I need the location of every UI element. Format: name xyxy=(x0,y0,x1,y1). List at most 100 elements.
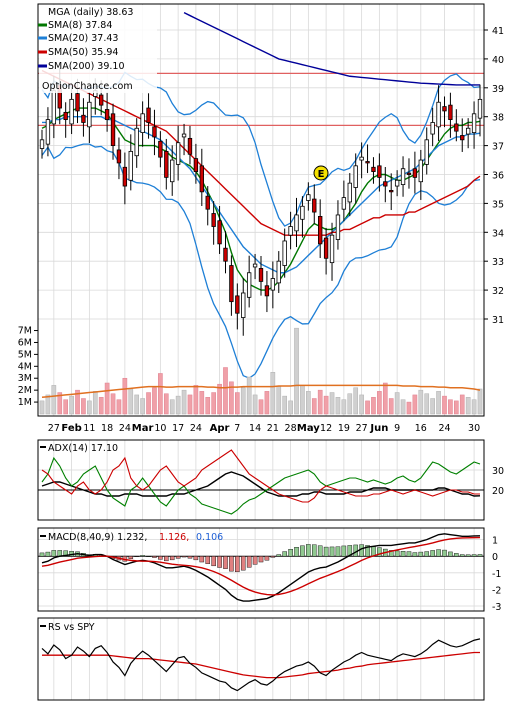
volume-bar xyxy=(87,400,92,415)
price-tick-label: 33 xyxy=(492,257,504,268)
volume-bar xyxy=(270,372,276,415)
candle-body xyxy=(394,179,400,187)
price-panel: 31 32 33 34 35 36 37 38 39 40 41 xyxy=(38,12,504,379)
candle-body xyxy=(264,285,270,297)
macd-histogram-bar xyxy=(158,556,163,560)
earnings-marker-label: E xyxy=(318,169,325,180)
macd-histogram-bar xyxy=(294,547,299,557)
macd-histogram-bar xyxy=(400,551,406,557)
macd-histogram-bar xyxy=(377,547,382,557)
volume-bar xyxy=(459,394,465,415)
macd-histogram-bar xyxy=(252,556,258,565)
x-tick-label: Feb xyxy=(61,423,81,434)
rs-label: RS vs SPY xyxy=(48,622,95,633)
macd-signal-value: 1.126, xyxy=(159,532,189,543)
volume-bar xyxy=(418,389,424,415)
volume-bar xyxy=(430,398,435,415)
macd-histogram-bar xyxy=(258,556,264,563)
macd-tick-label: 0 xyxy=(492,552,498,563)
macd-line xyxy=(41,533,481,602)
volume-bar xyxy=(424,393,430,415)
candle-body xyxy=(418,159,423,183)
macd-histogram-bar xyxy=(317,545,323,557)
candle-body xyxy=(252,263,258,268)
x-tick-label: 10 xyxy=(154,423,166,434)
price-legend: MGA (daily) 38.63 SMA(8) 37.84 SMA(20) 3… xyxy=(38,5,157,93)
plus-di-line xyxy=(41,456,481,515)
volume-bar xyxy=(235,392,240,415)
volume-bar xyxy=(140,398,145,415)
macd-histogram-bar xyxy=(211,556,216,567)
earnings-marker: E xyxy=(313,165,329,181)
volume-bar xyxy=(98,397,104,415)
volume-bar xyxy=(341,399,347,415)
macd-histogram-bar xyxy=(270,556,276,558)
volume-bar xyxy=(39,400,45,415)
macd-histogram-bar xyxy=(406,551,412,557)
candle-body xyxy=(412,168,418,178)
x-tick-label: 27 xyxy=(356,423,368,434)
macd-histogram-bar xyxy=(205,556,211,564)
volume-bar xyxy=(69,395,74,415)
volume-average-line xyxy=(41,384,481,399)
volume-bar xyxy=(122,377,128,415)
macd-histogram-bar xyxy=(45,551,51,557)
macd-histogram-bar xyxy=(146,556,151,557)
panel-frame-0 xyxy=(37,3,485,417)
volume-bar xyxy=(92,391,98,415)
macd-panel: -3 -2 -1 0 1 xyxy=(38,533,501,613)
macd-histogram-bar xyxy=(282,551,287,557)
candle-body xyxy=(477,98,483,119)
macd-histogram-bar xyxy=(39,552,45,557)
x-tick-label: 7 xyxy=(234,423,240,434)
legend-source: OptionChance.com xyxy=(42,81,133,92)
volume-bar xyxy=(465,397,471,415)
candle-body xyxy=(454,123,459,132)
bollinger-lower-line xyxy=(41,143,481,379)
volume-bar xyxy=(288,400,293,415)
volume-bar xyxy=(187,394,193,415)
price-tick-label: 31 xyxy=(492,315,504,326)
volume-bar xyxy=(45,394,51,415)
candle-body xyxy=(312,198,317,213)
macd-histogram-bar xyxy=(311,544,317,557)
candle-body xyxy=(383,181,388,187)
volume-bar xyxy=(329,392,335,415)
candle-body xyxy=(181,133,187,138)
x-tick-label: Jun xyxy=(369,423,388,434)
candle-body xyxy=(306,194,311,201)
adx-label-group: ADX(14) 17.10 xyxy=(40,443,118,454)
x-tick-label: 14 xyxy=(249,423,261,434)
macd-histogram-bar xyxy=(335,546,341,557)
candle-body xyxy=(288,226,293,236)
macd-histogram-bar xyxy=(51,550,57,557)
macd-histogram-bar xyxy=(246,556,252,568)
legend-sma50: SMA(50) 35.94 xyxy=(48,47,118,58)
candle-body xyxy=(430,122,435,135)
adx-tick-label: 20 xyxy=(492,486,504,497)
macd-signal-line xyxy=(41,536,481,596)
volume-bar xyxy=(382,382,388,415)
x-tick-label: 28 xyxy=(285,423,297,434)
volume-tick-label: 6M xyxy=(18,337,32,348)
macd-histogram-bar xyxy=(223,556,228,569)
macd-histogram-bar xyxy=(181,556,187,558)
macd-histogram-bar xyxy=(306,544,311,557)
candle-body xyxy=(164,150,169,178)
volume-bar xyxy=(471,399,477,415)
volume-bar xyxy=(175,395,181,415)
volume-bar xyxy=(217,383,222,415)
legend-background xyxy=(39,5,157,93)
candle-body xyxy=(122,166,128,187)
macd-histogram-bar xyxy=(288,549,293,557)
adx-label: ADX(14) 17.10 xyxy=(48,443,118,454)
candle-body xyxy=(442,106,447,112)
candle-body xyxy=(323,237,329,259)
price-tick-label: 37 xyxy=(492,142,504,153)
candle-body xyxy=(258,268,264,282)
macd-histogram-bar xyxy=(240,556,246,571)
candle-body xyxy=(199,165,204,193)
volume-bar xyxy=(276,386,282,415)
volume-bar xyxy=(199,391,205,415)
